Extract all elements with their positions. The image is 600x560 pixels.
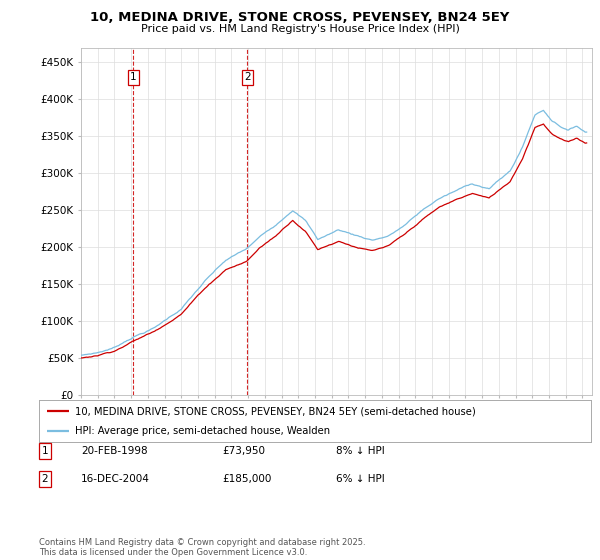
Text: 8% ↓ HPI: 8% ↓ HPI xyxy=(336,446,385,456)
Text: £185,000: £185,000 xyxy=(222,474,271,484)
Text: Price paid vs. HM Land Registry's House Price Index (HPI): Price paid vs. HM Land Registry's House … xyxy=(140,24,460,34)
Text: 16-DEC-2004: 16-DEC-2004 xyxy=(81,474,150,484)
Text: £73,950: £73,950 xyxy=(222,446,265,456)
Text: HPI: Average price, semi-detached house, Wealden: HPI: Average price, semi-detached house,… xyxy=(75,427,330,436)
Text: 1: 1 xyxy=(41,446,49,456)
Text: 2: 2 xyxy=(244,72,251,82)
Text: 2: 2 xyxy=(41,474,49,484)
Text: 1: 1 xyxy=(130,72,137,82)
Text: 6% ↓ HPI: 6% ↓ HPI xyxy=(336,474,385,484)
Text: 20-FEB-1998: 20-FEB-1998 xyxy=(81,446,148,456)
Text: 10, MEDINA DRIVE, STONE CROSS, PEVENSEY, BN24 5EY: 10, MEDINA DRIVE, STONE CROSS, PEVENSEY,… xyxy=(91,11,509,24)
Text: 10, MEDINA DRIVE, STONE CROSS, PEVENSEY, BN24 5EY (semi-detached house): 10, MEDINA DRIVE, STONE CROSS, PEVENSEY,… xyxy=(75,407,476,416)
Text: Contains HM Land Registry data © Crown copyright and database right 2025.
This d: Contains HM Land Registry data © Crown c… xyxy=(39,538,365,557)
